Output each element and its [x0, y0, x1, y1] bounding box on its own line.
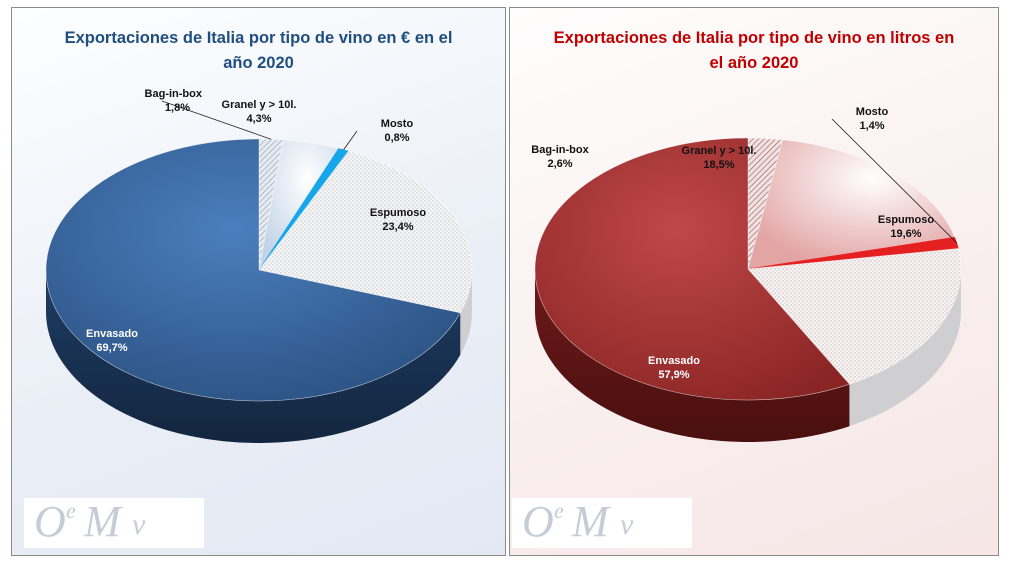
- chart-panel-litros: Exportaciones de Italia por tipo de vino…: [509, 7, 999, 556]
- pie-depth-segment: [460, 270, 472, 355]
- slice-label: Granel y > 10l.: [682, 145, 757, 157]
- slice-label: Bag-in-box: [531, 144, 589, 156]
- slice-label: Envasado: [86, 328, 138, 340]
- slice-value-label: 23,4%: [382, 221, 413, 233]
- oemv-logo: O e M v: [24, 497, 204, 548]
- slice-label: Envasado: [648, 355, 700, 367]
- pie-slice-espumoso: [747, 248, 962, 385]
- slice-value-label: 19,6%: [890, 228, 921, 240]
- oemv-logo: O e M v: [512, 497, 692, 548]
- chart-panel-euros: Exportaciones de Italia por tipo de vino…: [11, 7, 506, 556]
- slice-value-label: 69,7%: [96, 342, 127, 354]
- slice-value-label: 4,3%: [246, 113, 271, 125]
- leader-line: [831, 118, 957, 244]
- pie-depth-segment: [46, 270, 461, 443]
- slice-value-label: 18,5%: [703, 159, 734, 171]
- slice-value-label: 1,8%: [165, 102, 190, 114]
- leader-line: [343, 130, 358, 151]
- slice-label: Mosto: [381, 118, 414, 130]
- leader-line: [161, 100, 272, 140]
- pie-slice-granel-y-10l: [747, 139, 956, 270]
- slice-label: Bag-in-box: [145, 88, 203, 100]
- pie-slice-envasado: [534, 137, 850, 401]
- pie-depth: [535, 269, 961, 443]
- slice-value-label: 2,6%: [547, 158, 572, 170]
- pie-depth-segment: [849, 269, 961, 427]
- slice-label: Mosto: [856, 106, 889, 118]
- pie-chart-litros: Bag-in-box 2,6% Granel y > 10l. 18,5% Mosto 1…: [531, 106, 962, 443]
- slice-label: Granel y > 10l.: [222, 99, 297, 111]
- slice-label: Espumoso: [878, 214, 935, 226]
- slice-value-label: 0,8%: [384, 132, 409, 144]
- pie-chart-euros: Bag-in-box 1,8% Granel y > 10l. 4,3% Mosto 0,…: [45, 88, 473, 443]
- chart-title-litros: Exportaciones de Italia por tipo de vino…: [553, 29, 955, 72]
- pie-slice-envasado: [45, 138, 461, 402]
- slice-value-label: 1,4%: [859, 120, 884, 132]
- pie-depth-segment: [535, 269, 850, 443]
- slice-label: Espumoso: [370, 207, 427, 219]
- chart-title-euros: Exportaciones de Italia por tipo de vino…: [64, 29, 453, 72]
- slice-value-label: 57,9%: [658, 369, 689, 381]
- pie-depth: [46, 270, 472, 443]
- pie-slice-espumoso: [258, 150, 473, 314]
